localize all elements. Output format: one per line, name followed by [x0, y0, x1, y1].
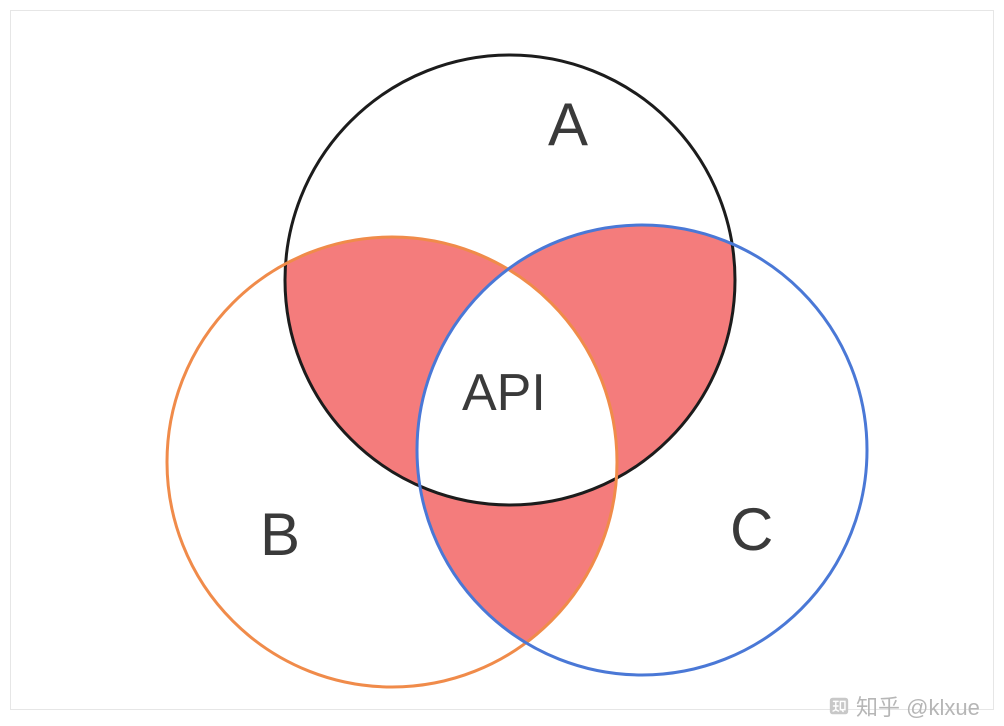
watermark-text: 知乎 @klxue — [856, 690, 980, 722]
label-center: API — [462, 364, 546, 422]
label-c: C — [730, 496, 773, 563]
zhihu-icon — [828, 695, 850, 717]
watermark: 知乎 @klxue — [828, 690, 980, 722]
label-b: B — [260, 501, 300, 568]
label-a: A — [548, 91, 588, 158]
venn-diagram: A B C API — [10, 10, 994, 710]
